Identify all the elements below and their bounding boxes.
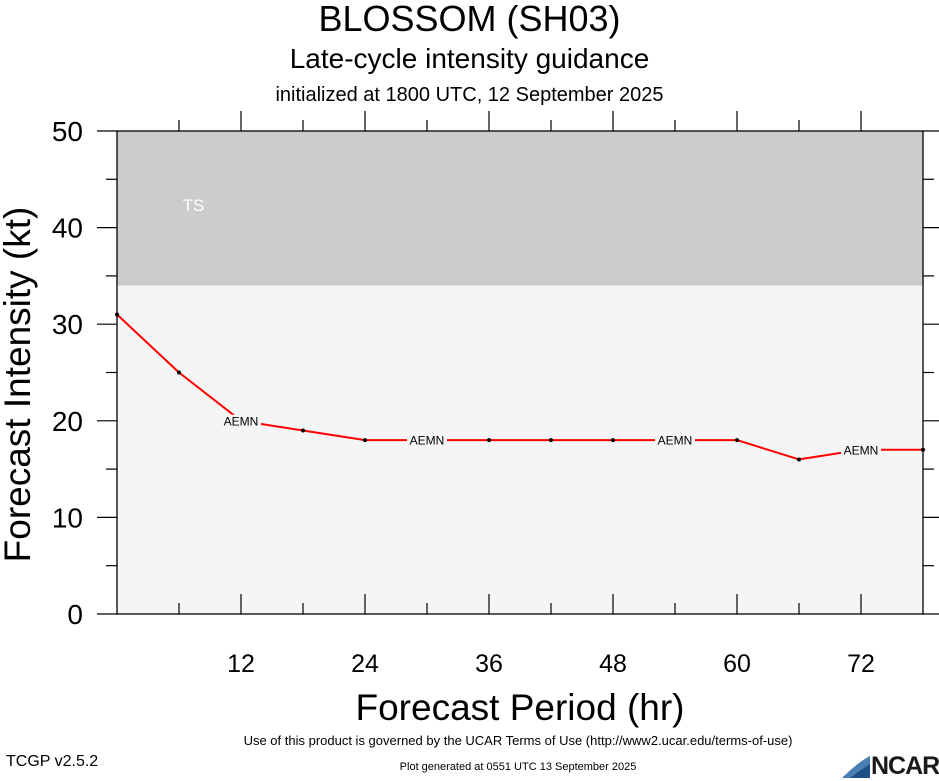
software-version: TCGP v2.5.2: [6, 753, 99, 770]
y-tick-label-50: 50: [52, 116, 83, 147]
data-point-aemn-6: [177, 370, 181, 375]
series-label-aemn-54: AEMN: [658, 434, 693, 448]
y-tick-label-30: 30: [52, 309, 83, 340]
ncar-logo: NCAR: [840, 750, 939, 780]
data-point-aemn-18: [301, 428, 305, 433]
x-tick-label-24: 24: [351, 650, 379, 678]
y-tick-label-10: 10: [52, 502, 83, 533]
y-tick-label-0: 0: [67, 599, 83, 630]
plot-generated-time: Plot generated at 0551 UTC 13 September …: [399, 761, 637, 773]
chart-subtitle: Late-cycle intensity guidance: [289, 43, 650, 74]
data-point-aemn-48: [611, 438, 615, 443]
x-tick-label-60: 60: [723, 650, 751, 678]
ncar-logo-icon: [842, 756, 870, 778]
intensity-band-ts: [117, 131, 923, 286]
data-point-aemn-78: [921, 447, 925, 452]
series-label-aemn-12: AEMN: [224, 414, 259, 428]
x-axis-title: Forecast Period (hr): [356, 687, 685, 728]
data-point-aemn-66: [797, 457, 801, 462]
x-tick-label-48: 48: [599, 650, 627, 678]
chart-title: BLOSSOM (SH03): [318, 0, 621, 39]
initialization-time: initialized at 1800 UTC, 12 September 20…: [275, 84, 664, 106]
y-tick-label-40: 40: [52, 213, 83, 244]
series-label-bg-aemn-30: [407, 434, 447, 447]
y-axis-title: Forecast Intensity (kt): [0, 207, 38, 563]
data-point-aemn-60: [735, 438, 739, 443]
series-label-bg-aemn-12: [221, 414, 261, 427]
y-tick-label-20: 20: [52, 406, 83, 437]
series-label-bg-aemn-72: [841, 443, 881, 456]
data-point-aemn-24: [363, 438, 367, 443]
series-label-aemn-30: AEMN: [410, 434, 445, 448]
x-tick-label-12: 12: [227, 650, 255, 678]
data-point-aemn-36: [487, 438, 491, 443]
terms-of-use-notice: Use of this product is governed by the U…: [243, 733, 793, 748]
x-tick-label-36: 36: [475, 650, 503, 678]
intensity-band-sub-ts: [117, 285, 923, 614]
band-label-ts: TS: [183, 196, 205, 215]
data-point-aemn-42: [549, 438, 553, 443]
ncar-logo-text: NCAR: [871, 752, 939, 780]
series-label-aemn-72: AEMN: [844, 443, 879, 457]
data-point-aemn-0: [115, 312, 119, 317]
series-label-bg-aemn-54: [655, 434, 695, 447]
x-tick-label-72: 72: [847, 650, 875, 678]
